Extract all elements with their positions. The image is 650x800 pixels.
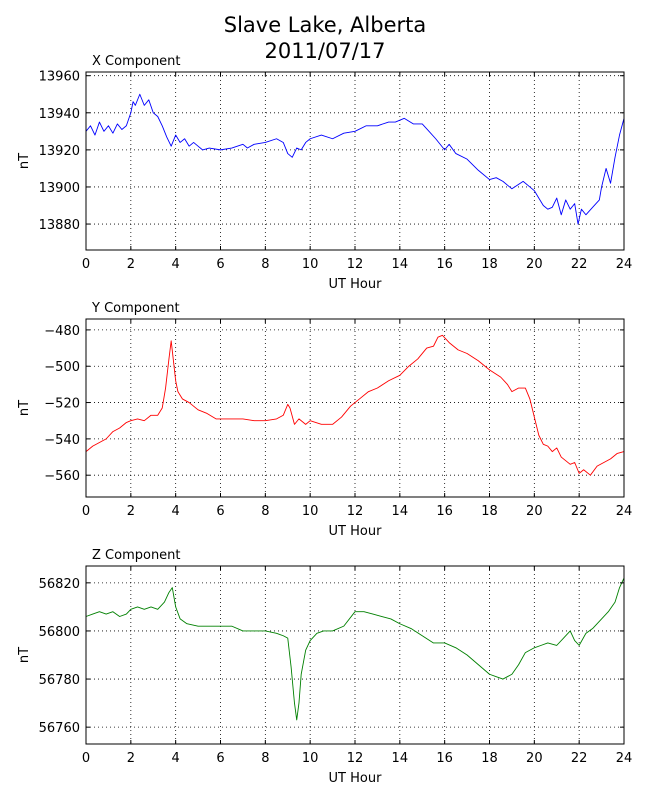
x-x-tick-label: 22: [571, 257, 588, 272]
z-x-tick-label: 16: [436, 751, 453, 766]
y-x-tick-label: 2: [127, 504, 135, 519]
y-x-tick-label: 14: [392, 504, 409, 519]
y-x-tick-label: 10: [302, 504, 319, 519]
y-x-tick-label: 12: [347, 504, 364, 519]
y-x-tick-label: 16: [436, 504, 453, 519]
y-x-tick-label: 20: [526, 504, 543, 519]
x-y-tick-label: 13920: [39, 144, 80, 159]
x-y-axis-label: nT: [17, 153, 32, 169]
y-y-tick-label: −560: [44, 469, 80, 484]
z-x-tick-label: 2: [127, 751, 135, 766]
x-x-tick-label: 24: [616, 257, 633, 272]
z-x-axis-label: UT Hour: [329, 771, 383, 786]
x-x-tick-label: 4: [172, 257, 180, 272]
z-x-tick-label: 10: [302, 751, 319, 766]
z-x-tick-label: 14: [392, 751, 409, 766]
x-x-tick-label: 16: [436, 257, 453, 272]
z-y-tick-label: 56760: [39, 721, 80, 736]
z-x-tick-label: 0: [82, 751, 90, 766]
z-y-tick-label: 56820: [39, 577, 80, 592]
y-x-tick-label: 22: [571, 504, 588, 519]
x-y-tick-label: 13900: [39, 181, 80, 196]
x-x-tick-label: 18: [481, 257, 498, 272]
z-x-tick-label: 12: [347, 751, 364, 766]
x-y-tick-label: 13960: [39, 70, 80, 85]
x-x-tick-label: 20: [526, 257, 543, 272]
y-y-tick-label: −480: [44, 324, 80, 339]
y-x-tick-label: 0: [82, 504, 90, 519]
x-y-tick-label: 13880: [39, 218, 80, 233]
z-data-line: [85, 577, 625, 721]
y-panel-title: Y Component: [91, 301, 180, 316]
y-x-tick-label: 6: [216, 504, 224, 519]
y-data-line: [85, 334, 625, 476]
y-x-tick-label: 8: [261, 504, 269, 519]
y-y-axis-label: nT: [17, 400, 32, 416]
x-x-tick-label: 10: [302, 257, 319, 272]
z-x-tick-label: 20: [526, 751, 543, 766]
x-y-tick-label: 13940: [39, 107, 80, 122]
z-y-tick-label: 56780: [39, 673, 80, 688]
x-x-tick-label: 14: [392, 257, 409, 272]
y-x-tick-label: 18: [481, 504, 498, 519]
y-component-panel: 0 2 4 6 8 10 12 14 16 18 20 22 24−480−500−520−540−56…: [17, 301, 632, 539]
x-x-tick-label: 6: [216, 257, 224, 272]
z-component-panel: 0 2 4 6 8 10 12 14 16 18 20 22 245676056780568005682…: [17, 548, 632, 786]
y-y-tick-label: −520: [44, 397, 80, 412]
figure-title: Slave Lake, Alberta 2011/07/17: [0, 12, 650, 64]
z-y-tick-label: 56800: [39, 625, 80, 640]
z-y-axis-label: nT: [17, 647, 32, 663]
z-x-tick-label: 8: [261, 751, 269, 766]
z-panel-title: Z Component: [92, 548, 181, 563]
x-panel-title: X Component: [92, 54, 181, 69]
y-x-tick-label: 4: [172, 504, 180, 519]
x-x-tick-label: 8: [261, 257, 269, 272]
z-x-tick-label: 18: [481, 751, 498, 766]
figure-title-line-2: 2011/07/17: [264, 39, 386, 63]
y-x-axis-label: UT Hour: [329, 524, 383, 539]
z-x-tick-label: 6: [216, 751, 224, 766]
x-x-axis-label: UT Hour: [329, 277, 383, 292]
z-x-tick-label: 24: [616, 751, 633, 766]
y-y-tick-label: −540: [44, 433, 80, 448]
figure-title-line-1: Slave Lake, Alberta: [223, 13, 427, 37]
z-x-tick-label: 22: [571, 751, 588, 766]
x-x-tick-label: 2: [127, 257, 135, 272]
x-data-line: [85, 93, 625, 225]
x-x-tick-label: 12: [347, 257, 364, 272]
z-x-tick-label: 4: [172, 751, 180, 766]
y-y-tick-label: −500: [44, 360, 80, 375]
x-x-tick-label: 0: [82, 257, 90, 272]
x-component-panel: 0 2 4 6 8 10 12 14 16 18 20 22 241388013900139201394…: [17, 54, 632, 292]
y-x-tick-label: 24: [616, 504, 633, 519]
